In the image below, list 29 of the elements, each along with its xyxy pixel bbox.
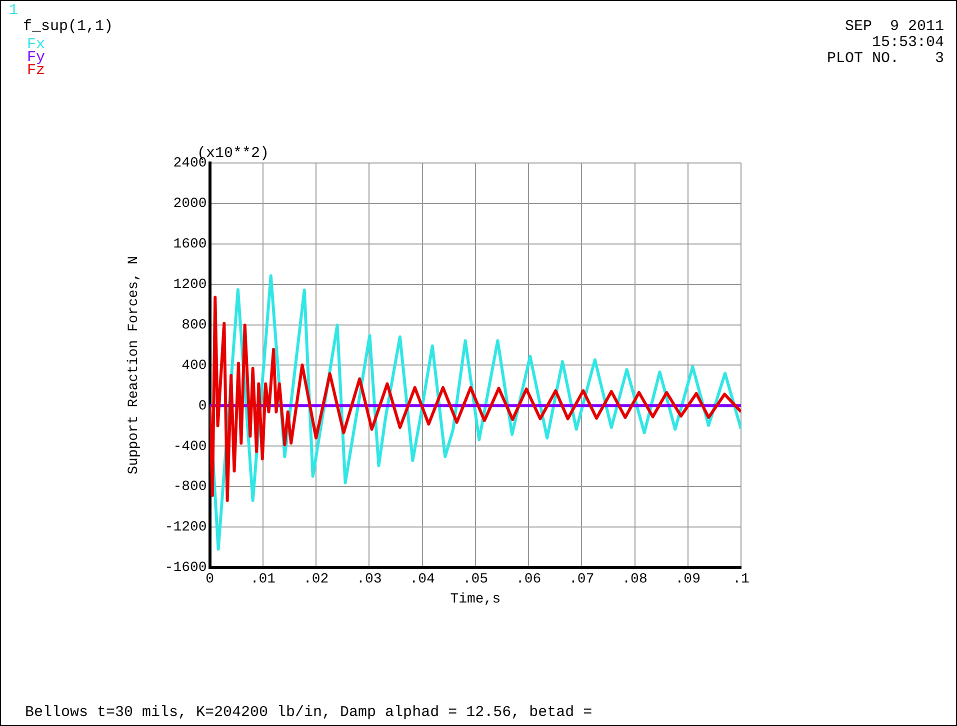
y-tick-label: -800 — [173, 479, 207, 496]
y-tick-label: 800 — [182, 317, 207, 334]
x-tick-label: .04 — [410, 572, 435, 588]
x-tick-label: .05 — [462, 572, 488, 588]
text: Bellows t=30 mils, K=204200 lb/in, Damp alphad = 12.56, betad = — [25, 704, 592, 721]
y-tick-label: 1600 — [173, 236, 207, 253]
x-tick-label: .1 — [732, 572, 750, 588]
x-tick-label: .03 — [356, 572, 382, 588]
y-tick-label: -1200 — [164, 520, 207, 536]
y-tick-label: 1200 — [173, 277, 207, 294]
x-tick-label: .09 — [675, 572, 700, 588]
y-tick-label: -1600 — [164, 560, 207, 576]
text: SEP 9 2011 — [844, 18, 944, 35]
text: f_sup(1,1) — [23, 18, 114, 35]
text: PLOT NO. 3 — [826, 50, 944, 67]
y-tick-label: 400 — [182, 358, 207, 374]
x-tick-label: .02 — [303, 572, 329, 588]
x-axis-title: Time,s — [450, 591, 501, 608]
y-tick-label: -400 — [173, 438, 207, 455]
x-tick-label: .08 — [622, 572, 648, 588]
text: 15:53:04 — [872, 34, 944, 51]
x-tick-label: .06 — [516, 572, 542, 588]
y-tick-label: 2000 — [173, 196, 207, 212]
x-tick-label: .01 — [250, 572, 276, 588]
y-axis-title: Support Reaction Forces, N — [126, 256, 142, 474]
y-tick-label: 0 — [198, 398, 207, 414]
x-tick-label: .07 — [569, 572, 594, 588]
text: 1 — [9, 2, 18, 19]
text: Fy — [27, 49, 46, 66]
